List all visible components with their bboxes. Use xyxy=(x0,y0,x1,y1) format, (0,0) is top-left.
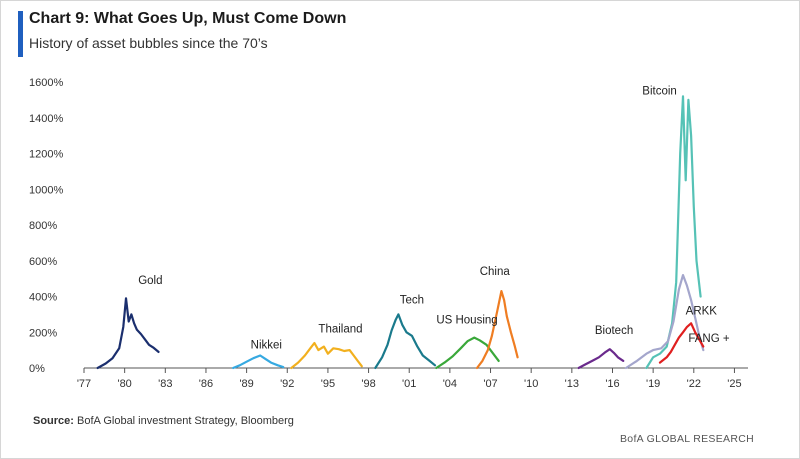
series-line-bitcoin xyxy=(645,95,702,370)
x-tick-label: '22 xyxy=(687,378,701,390)
series-label: Gold xyxy=(138,275,162,287)
x-tick-label: '92 xyxy=(280,378,294,390)
series-line-tech xyxy=(374,313,437,370)
source-text: BofA Global investment Strategy, Bloombe… xyxy=(77,415,294,427)
x-tick-label: '01 xyxy=(402,378,416,390)
x-tick-label: '07 xyxy=(483,378,497,390)
x-tick-label: '04 xyxy=(443,378,457,390)
x-tick-label: '89 xyxy=(239,378,253,390)
y-tick-label: 400% xyxy=(29,292,57,304)
x-tick-label: '13 xyxy=(565,378,579,390)
chart-subtitle: History of asset bubbles since the 70’s xyxy=(29,35,268,51)
series-label: Tech xyxy=(400,295,424,307)
y-tick-label: 800% xyxy=(29,220,57,232)
series-line-thailand xyxy=(290,341,363,370)
y-tick-label: 0% xyxy=(29,363,45,375)
title-accent-bar xyxy=(18,11,23,57)
series-label: China xyxy=(480,266,511,278)
y-tick-label: 200% xyxy=(29,327,57,339)
series-label: Biotech xyxy=(595,325,633,337)
series-line-china xyxy=(475,290,519,370)
x-tick-label: '19 xyxy=(646,378,660,390)
series-label: US Housing xyxy=(436,314,497,326)
x-tick-label: '77 xyxy=(77,378,91,390)
y-tick-label: 1200% xyxy=(29,149,63,161)
y-tick-label: 1000% xyxy=(29,184,63,196)
series-label: Bitcoin xyxy=(642,86,677,98)
series-line-nikkei xyxy=(232,354,285,370)
brand-footer: BofA GLOBAL RESEARCH xyxy=(620,433,754,445)
x-tick-label: '95 xyxy=(321,378,335,390)
series-label: Thailand xyxy=(318,323,362,335)
series-line-biotech xyxy=(577,348,625,370)
y-tick-label: 1600% xyxy=(29,77,63,89)
source-label: Source: xyxy=(33,415,74,427)
series-lines xyxy=(96,95,705,370)
x-tick-label: '98 xyxy=(361,378,375,390)
y-tick-label: 1400% xyxy=(29,113,63,125)
series-labels: Gold Nikkei Thailand Tech US Housing China Bio… xyxy=(138,86,730,352)
y-tick-label: 600% xyxy=(29,256,57,268)
series-line-gold xyxy=(96,297,160,370)
series-label: Nikkei xyxy=(251,339,282,351)
source-note: Source: BofA Global investment Strategy,… xyxy=(33,415,294,427)
x-tick-label: '25 xyxy=(727,378,741,390)
chart-title: Chart 9: What Goes Up, Must Come Down xyxy=(29,10,347,27)
series-label: FANG + xyxy=(688,333,730,345)
series-label: ARKK xyxy=(686,305,718,317)
x-tick-label: '16 xyxy=(605,378,619,390)
x-tick-label: '10 xyxy=(524,378,538,390)
axes: '77 '80 '83 '86 '89 '92 '95 '98 '01 '04 '07 '10 '13 '… xyxy=(29,77,748,390)
x-tick-label: '83 xyxy=(158,378,172,390)
series-line-arkk xyxy=(624,274,705,370)
x-tick-label: '80 xyxy=(117,378,131,390)
series-line-fang xyxy=(658,322,705,364)
x-tick-label: '86 xyxy=(199,378,213,390)
